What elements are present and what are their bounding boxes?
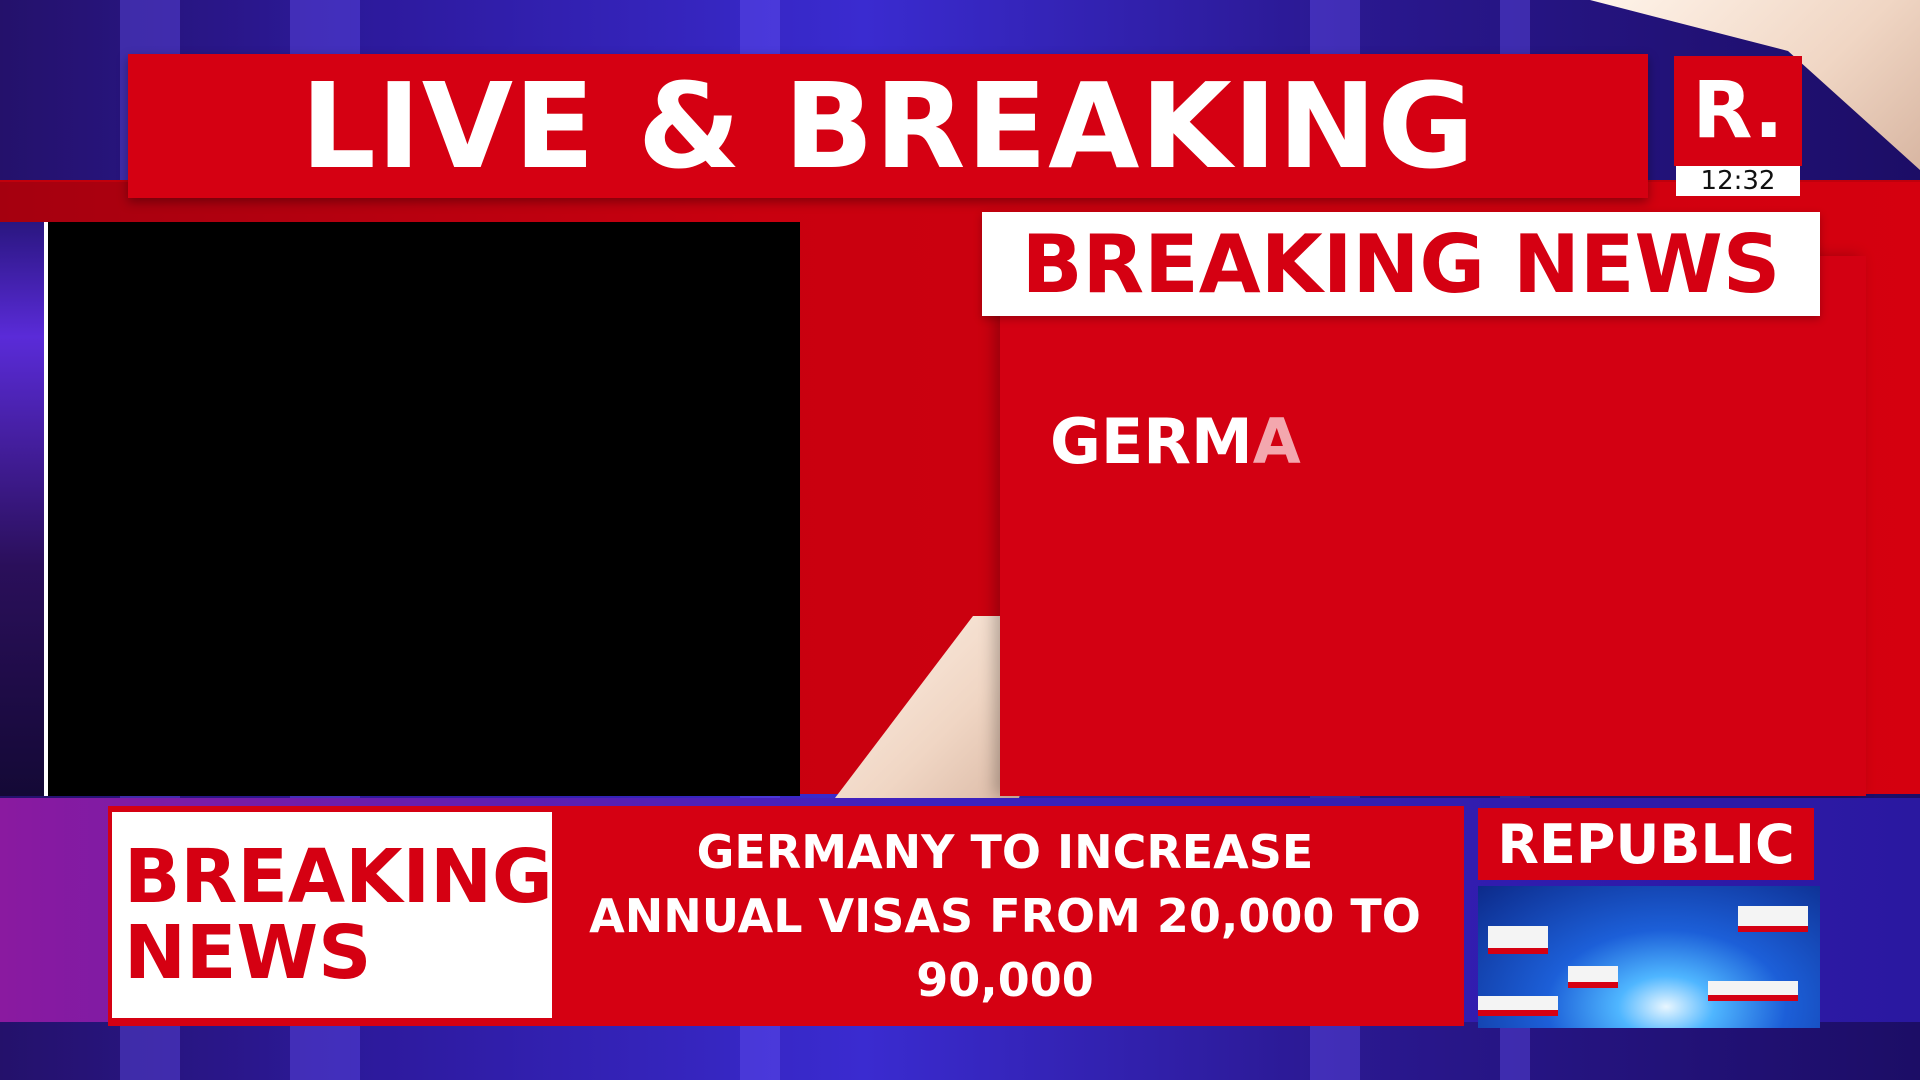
graphic-block	[1488, 926, 1548, 954]
graphic-block	[1478, 996, 1558, 1016]
ticker-label-line: NEWS	[124, 910, 372, 996]
panel-heading-text: BREAKING NEWS	[1021, 217, 1781, 311]
live-breaking-banner: LIVE & BREAKING	[128, 54, 1648, 198]
panel-text-fading: A	[1252, 405, 1301, 478]
brand-label-text: REPUBLIC	[1497, 812, 1795, 876]
logo-mark: R.	[1692, 66, 1784, 156]
brand-graphic	[1478, 886, 1820, 1028]
graphic-block	[1568, 966, 1618, 988]
headline-line: GERMANY TO INCREASE	[696, 825, 1314, 879]
video-feed	[44, 222, 800, 796]
side-strip-decoration	[0, 222, 44, 796]
ticker-headline: GERMANY TO INCREASE ANNUAL VISAS FROM 20…	[560, 816, 1450, 1016]
headline-line: ANNUAL VISAS FROM 20,000 TO	[589, 889, 1421, 943]
banner-title: LIVE & BREAKING	[300, 57, 1476, 195]
panel-text-solid: GERM	[1050, 405, 1253, 478]
logo-box: R.	[1674, 56, 1802, 166]
clock-display: 12:32	[1676, 166, 1800, 196]
panel-heading: BREAKING NEWS	[982, 212, 1820, 316]
graphic-block	[1708, 981, 1798, 1001]
news-panel	[1000, 256, 1866, 796]
headline-line: 90,000	[916, 953, 1094, 1007]
ticker-label-line: BREAKING	[124, 834, 553, 920]
channel-logo: R. 12:32	[1674, 56, 1802, 198]
ticker-label: BREAKING NEWS	[112, 812, 553, 1018]
graphic-block	[1738, 906, 1808, 932]
panel-animated-text: GERMA	[1050, 405, 1301, 478]
republic-brand-label: REPUBLIC	[1478, 808, 1814, 880]
